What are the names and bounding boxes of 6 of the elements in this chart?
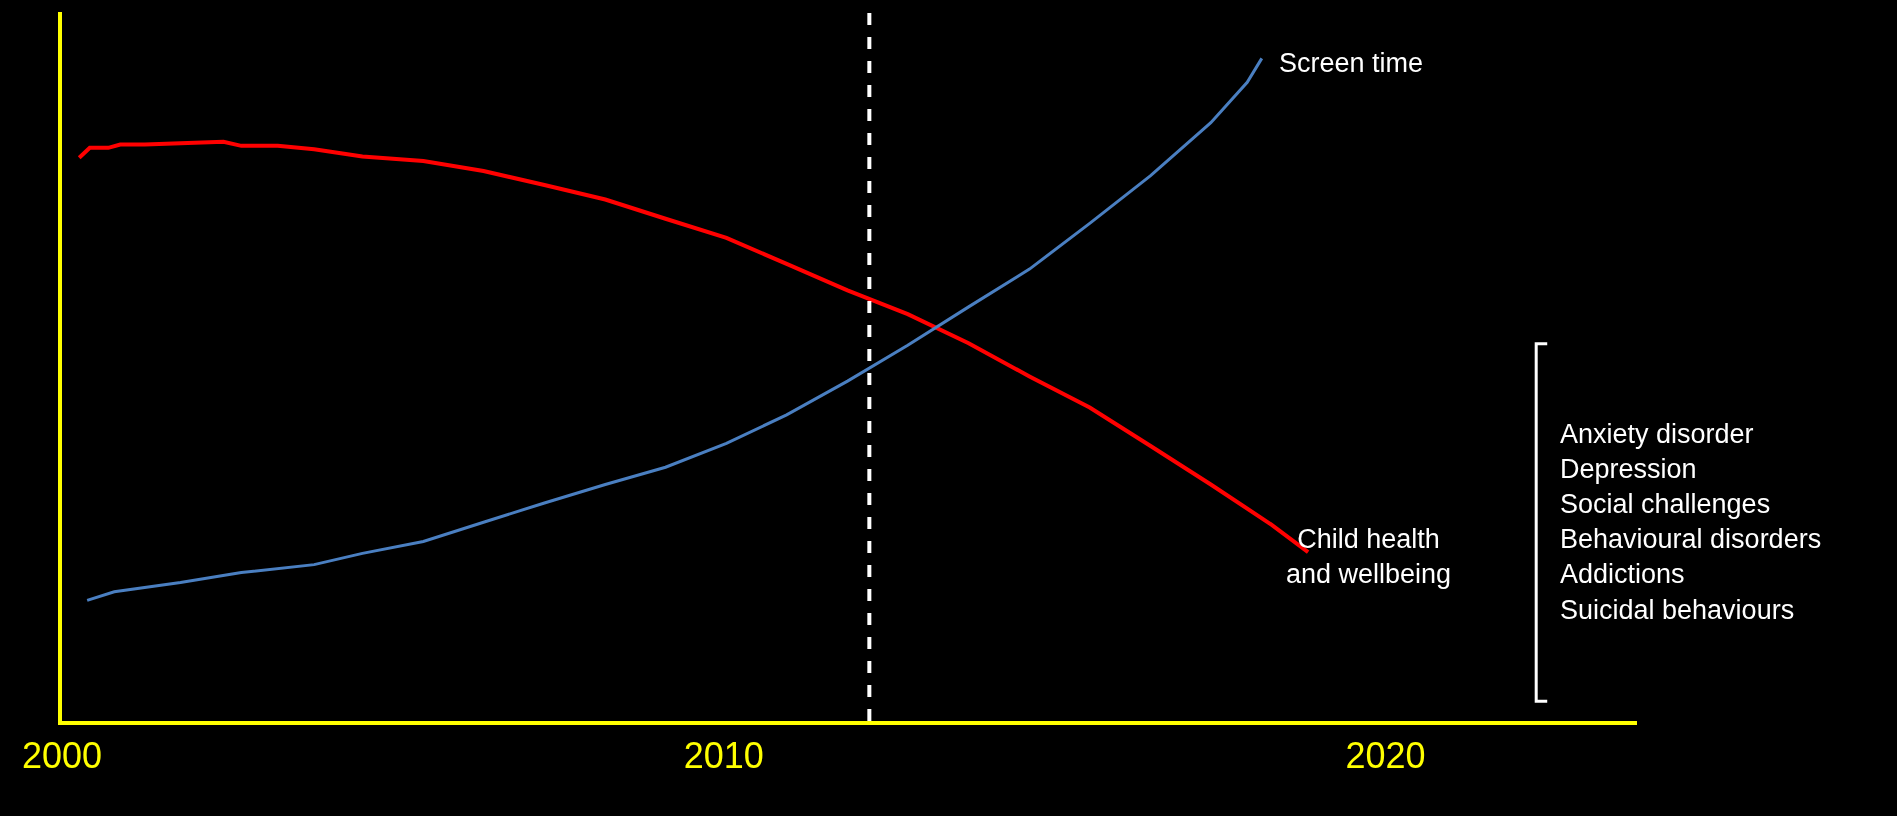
annotation: Anxiety disorder Depression Social challenges Behavioural disorders Addictions Suicidal behaviours <box>1560 419 1822 625</box>
series-label: Child health and wellbeing <box>1286 524 1452 590</box>
x-tick-label: 2020 <box>1345 735 1426 777</box>
x-tick-label: 2000 <box>21 735 103 777</box>
x-tick-label: 2010 <box>683 735 764 777</box>
series-label: Screen time <box>1279 48 1424 78</box>
